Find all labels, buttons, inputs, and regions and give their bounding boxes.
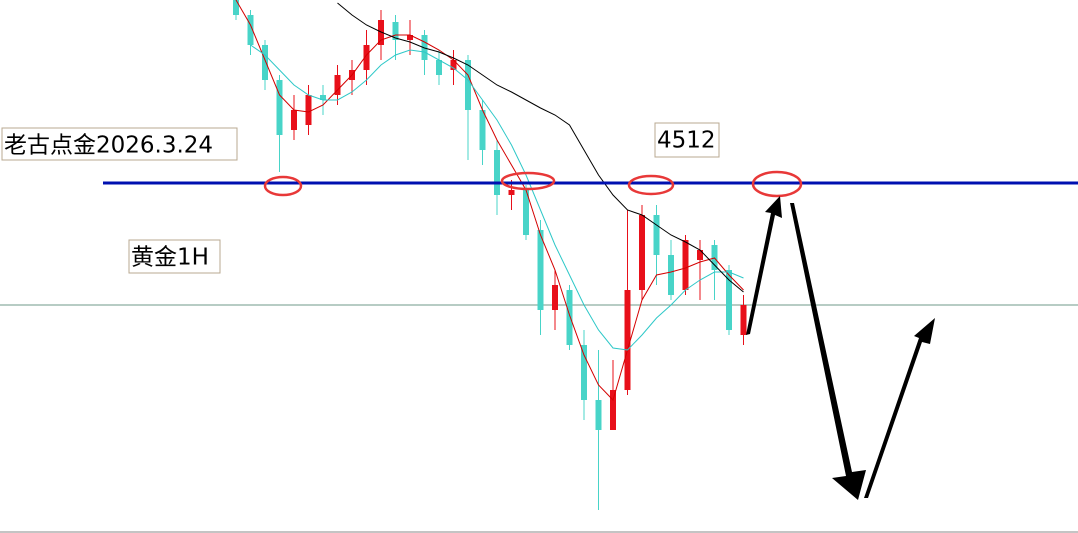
label-box [128, 239, 221, 274]
candle-body [276, 80, 283, 135]
candle-body [610, 390, 616, 430]
candle-body [479, 110, 486, 150]
candle-body [407, 35, 413, 40]
candle-body [494, 150, 500, 195]
candle-body [262, 45, 268, 80]
moving-average-line [235, 0, 744, 401]
moving-average-line [250, 44, 744, 351]
candle-body [639, 215, 645, 290]
candle-body [305, 95, 312, 125]
candle-body [697, 250, 703, 260]
candle-body [552, 285, 558, 310]
arrow-up [746, 196, 782, 335]
candle-body [436, 60, 442, 75]
candle-body [668, 255, 674, 295]
candle-body [450, 60, 457, 70]
candle-body [740, 305, 747, 335]
candle-body [392, 22, 399, 40]
candle-body [624, 290, 631, 390]
candle-body [653, 215, 660, 255]
ellipse [263, 175, 303, 197]
arrow-down [790, 203, 866, 500]
candle-body [566, 290, 573, 345]
ellipse [500, 171, 556, 191]
level-label: 4512 [657, 128, 716, 154]
author-label: 老古点金2026.3.24 [4, 133, 213, 159]
candle-body [523, 190, 529, 235]
candle-body [465, 60, 471, 110]
candle-body [363, 45, 370, 70]
circle-annotations [263, 170, 803, 198]
candle-body [247, 15, 254, 45]
arrow-up [864, 318, 935, 498]
moving-average-line [337, 2, 744, 293]
candle-body [595, 400, 602, 430]
candle-body [320, 95, 326, 100]
arrows [746, 196, 935, 500]
candle-body [726, 270, 732, 330]
ellipse [751, 170, 803, 198]
label-box [1, 127, 238, 161]
candle-body [682, 240, 689, 290]
candle-body [291, 110, 297, 130]
candle-body [508, 190, 515, 195]
label-box [654, 122, 720, 158]
candle-body [334, 75, 341, 95]
instrument-label: 黄金1H [131, 245, 209, 271]
candle-body [233, 0, 239, 15]
candle-body [581, 345, 587, 400]
ellipse [627, 174, 675, 196]
candle-body [537, 230, 544, 310]
